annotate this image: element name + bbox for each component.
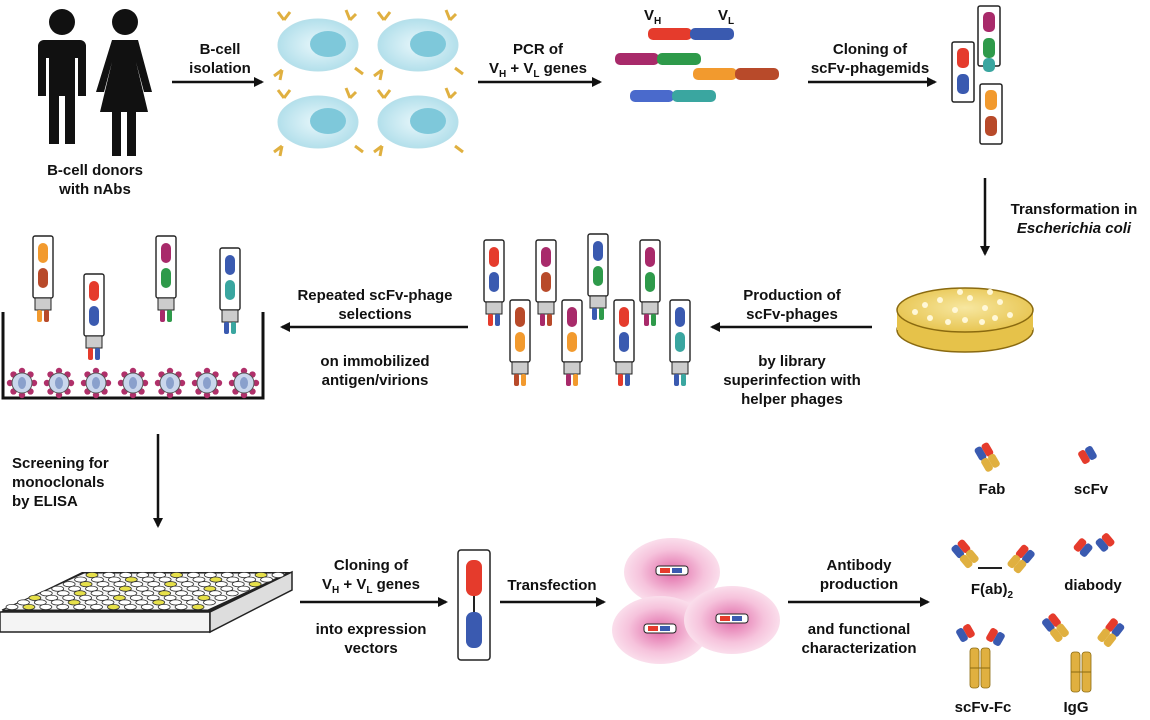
donors-label: B-cell donors with nAbs: [47, 162, 143, 198]
virion-icon: [154, 367, 186, 399]
b-cell-icon: [373, 87, 464, 157]
person-icon: [96, 9, 152, 156]
cloning-genes-label: Cloning of VH + VL genes: [322, 557, 420, 596]
vh-label: VH: [644, 7, 662, 27]
b-cell-icon: [373, 9, 464, 81]
fab2-antibody-icon: [951, 539, 1035, 574]
virion-icon: [228, 367, 260, 399]
bcell-isolation-label: B-cell isolation: [189, 41, 251, 77]
transfection-label: Transfection: [507, 577, 597, 594]
fab-label: Fab: [978, 481, 1006, 498]
phage-icon: [509, 299, 531, 386]
b-cell-icon: [273, 87, 364, 157]
diabody-label: diabody: [1064, 577, 1122, 594]
phage-icon: [32, 235, 54, 322]
virion-icon: [43, 367, 75, 399]
immobilized-label: on immobilized antigen/virions: [320, 353, 430, 389]
phage-icon: [613, 299, 635, 386]
virion-icon: [6, 367, 38, 399]
phage-icon: [561, 299, 583, 386]
scfv-label: scFv: [1073, 481, 1109, 498]
elisa-plate-icon: [0, 570, 293, 634]
superinfection-label: by library superinfection with helper phag…: [723, 353, 861, 408]
phage-icon: [483, 239, 505, 326]
phage-icon: [219, 247, 241, 334]
fab2-label: F(ab)2: [970, 581, 1014, 601]
cloning-phagemids-label: Cloning of scFv-phagemids: [810, 41, 930, 77]
fab-antibody-icon: [974, 442, 1000, 472]
phage-icon: [639, 239, 661, 326]
scfv-fc-antibody-icon: [956, 624, 1005, 689]
virion-icon: [80, 367, 112, 399]
production-label: Production of scFv-phages: [743, 287, 841, 323]
phage-icon: [83, 273, 105, 360]
cell-icon: [612, 596, 708, 664]
phage-icon: [587, 233, 609, 320]
b-cell-icon: [273, 9, 364, 81]
repeated-selection-label: Repeated scFv-phage selections: [297, 287, 453, 323]
screening-label: Screening for monoclonals by ELISA: [12, 455, 109, 510]
transformation-label: Transformation in Escherichia coli: [1010, 201, 1138, 237]
phage-cluster: [483, 233, 691, 386]
virion-row: [6, 367, 260, 399]
petri-dish-icon: [896, 287, 1034, 353]
pcr-label: PCR of VH + VL genes: [489, 41, 587, 80]
phage-icon: [155, 235, 177, 322]
igg-label: IgG: [1063, 699, 1089, 716]
diabody-antibody-icon: [1073, 533, 1115, 557]
vl-label: VL: [718, 7, 735, 27]
gene-segment-icon: [615, 28, 779, 102]
person-icon: [38, 9, 86, 144]
igg-antibody-icon: [1042, 613, 1125, 693]
cell-icon: [624, 538, 720, 606]
functional-characterization-label: and functional characterization: [801, 621, 917, 657]
virion-icon: [191, 367, 223, 399]
antibody-formats: [951, 442, 1125, 693]
virion-icon: [117, 367, 149, 399]
scfv-antibody-icon: [1078, 446, 1097, 464]
phage-icon: [669, 299, 691, 386]
cell-icon: [684, 586, 780, 654]
phage-cluster-selection: [32, 235, 241, 360]
phage-icon: [535, 239, 557, 326]
antibody-production-label: Antibody production: [819, 557, 899, 593]
vector-icon: [457, 549, 491, 661]
expression-vectors-label: into expression vectors: [315, 621, 427, 657]
scfv-fc-label: scFv-Fc: [954, 699, 1012, 716]
